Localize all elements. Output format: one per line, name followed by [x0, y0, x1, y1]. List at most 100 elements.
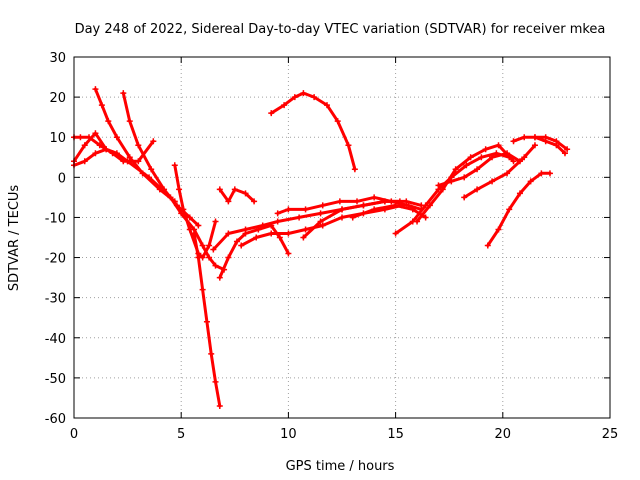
data-point-marker [521, 134, 528, 141]
data-point-marker [564, 146, 571, 153]
data-point-marker [351, 166, 358, 173]
data-point-marker [302, 226, 309, 233]
series-track-19 [461, 142, 538, 201]
y-tick-label: -10 [45, 211, 66, 226]
data-point-marker [285, 250, 292, 257]
series-track-22 [531, 134, 568, 157]
grid-lines [74, 57, 610, 418]
data-point-marker [105, 118, 112, 125]
data-point-marker [126, 154, 133, 161]
data-point-marker [300, 234, 307, 241]
data-point-marker [242, 190, 249, 197]
series-track-7 [191, 230, 223, 409]
data-point-marker [233, 238, 240, 245]
chart-title: Day 248 of 2022, Sidereal Day-to-day VTE… [75, 22, 606, 37]
data-point-marker [489, 178, 496, 185]
data-point-marker [495, 226, 502, 233]
data-point-marker [251, 198, 258, 205]
data-point-marker [448, 178, 455, 185]
data-point-marker [422, 214, 429, 221]
data-point-marker [542, 138, 549, 145]
data-point-marker [191, 230, 198, 237]
data-point-marker [199, 242, 206, 249]
data-point-marker [150, 138, 157, 145]
data-point-marker [139, 170, 146, 177]
x-tick-label: 25 [602, 427, 619, 442]
data-point-marker [531, 142, 538, 149]
data-point-marker [489, 154, 496, 161]
data-point-marker [92, 150, 99, 157]
data-point-marker [345, 142, 352, 149]
data-point-marker [96, 142, 103, 149]
data-point-marker [461, 194, 468, 201]
data-point-marker [281, 102, 288, 109]
data-point-marker [474, 186, 481, 193]
data-point-marker [216, 402, 223, 409]
plot-frame [73, 56, 611, 419]
data-point-marker [291, 94, 298, 101]
data-point-marker [484, 242, 491, 249]
y-tick-label: -60 [45, 412, 66, 427]
data-point-marker [173, 202, 180, 209]
data-point-marker [467, 154, 474, 161]
x-tick-label: 20 [495, 427, 512, 442]
x-tick-label: 5 [177, 427, 185, 442]
x-axis-label: GPS time / hours [286, 459, 395, 474]
series-track-1 [71, 130, 228, 273]
x-tick-label: 10 [280, 427, 297, 442]
data-point-marker [439, 186, 446, 193]
y-tick-label: 0 [58, 171, 66, 186]
data-point-marker [124, 158, 131, 165]
y-tick-label: -50 [45, 372, 66, 387]
data-point-marker [225, 198, 232, 205]
data-point-marker [126, 118, 133, 125]
data-point-marker [510, 138, 517, 145]
data-point-marker [319, 222, 326, 229]
data-point-marker [180, 206, 187, 213]
data-point-marker [339, 206, 345, 213]
data-point-marker [285, 206, 292, 213]
data-point-marker [371, 206, 378, 213]
y-tick-label: -20 [45, 252, 66, 267]
series-line [218, 224, 290, 280]
data-point-marker [268, 110, 275, 117]
data-point-marker [392, 230, 399, 237]
data-point-marker [474, 166, 481, 173]
data-point-marker [546, 170, 553, 177]
data-point-marker [495, 142, 502, 149]
data-point-marker [478, 154, 485, 161]
data-point-marker [216, 186, 223, 193]
data-point-marker [360, 202, 367, 209]
data-point-marker [148, 166, 155, 173]
y-axis-label: SDTVAR / TECUs [7, 185, 22, 292]
data-point-marker [238, 242, 245, 249]
data-point-marker [103, 146, 110, 153]
data-point-marker [319, 202, 326, 209]
data-point-marker [231, 186, 238, 193]
data-point-marker [426, 202, 433, 209]
data-point-marker [195, 222, 202, 229]
data-series [71, 86, 571, 409]
data-point-marker [77, 134, 84, 141]
data-point-marker [392, 202, 399, 209]
series-track-14 [300, 198, 403, 241]
data-point-marker [186, 226, 193, 233]
data-point-marker [253, 234, 260, 241]
data-point-marker [300, 90, 307, 97]
data-point-marker [212, 378, 219, 385]
series-line [486, 171, 552, 247]
data-point-marker [171, 162, 178, 169]
data-point-marker [135, 158, 142, 165]
series-line [93, 87, 177, 203]
data-point-marker [92, 86, 99, 93]
data-point-marker [461, 174, 468, 181]
y-tick-labels: 30 20 10 0 -10 -20 -30 -40 -50 -60 [45, 51, 66, 427]
data-point-marker [521, 154, 528, 161]
data-point-marker [113, 134, 120, 141]
data-point-marker [506, 206, 513, 213]
data-point-marker [268, 230, 275, 237]
data-point-marker [203, 318, 210, 325]
series-line [218, 187, 256, 203]
data-point-marker [186, 214, 193, 221]
data-point-marker [86, 134, 93, 141]
